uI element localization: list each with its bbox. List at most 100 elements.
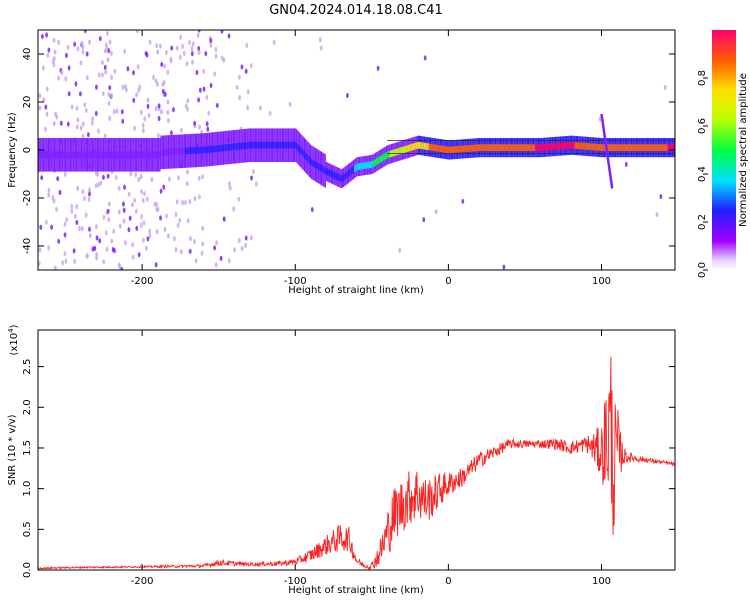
noise-speck [188,39,191,46]
noise-speck [133,197,137,203]
ridge-column [591,143,593,151]
noise-speck [102,174,105,180]
noise-speck [75,105,79,111]
noise-speck [110,238,114,244]
ridge-column [241,142,243,150]
spectrogram-xlabel: Height of straight line (km) [288,285,424,296]
noise-speck [110,74,114,80]
ridge-column [257,141,259,149]
noise-speck [114,174,118,181]
ridge-column [170,148,172,156]
noise-speck [38,93,42,99]
ridge-column [577,142,579,150]
ridge-column [220,144,222,152]
noise-speck [184,103,188,109]
ridge-column [425,142,427,150]
ridge-column [492,144,494,151]
noise-speck [110,50,113,56]
noise-speck [310,206,314,213]
noise-speck [45,32,48,38]
ridge-column [278,141,280,149]
noise-speck [172,107,175,113]
noise-speck [122,207,126,213]
noise-speck [104,230,108,236]
ridge-column [44,151,46,159]
ridge-column [111,151,113,159]
ridge-column [265,141,268,149]
noise-speck [434,208,438,215]
ridge-column [176,148,178,155]
noise-speck [201,241,205,247]
noise-speck [56,176,60,182]
ridge-column [131,151,133,159]
ridge-column [150,151,152,159]
figure-title: GN04.2024.014.18.08.C41 [269,3,443,18]
noise-speck [85,75,89,81]
ridge-column [622,144,624,151]
ridge-column [175,148,177,155]
ridge-column [303,151,306,158]
noise-speck [44,126,47,132]
ridge-column [372,160,374,168]
ridge-column [140,151,143,159]
noise-speck [346,92,349,99]
ridge-column [595,143,597,151]
noise-speck [38,105,42,111]
noise-speck [70,203,74,210]
ridge-column [61,151,63,159]
ridge-column [333,171,335,179]
ridge-column [312,159,314,167]
noise-speck [50,224,54,230]
ridge-column [509,144,511,151]
ridge-column [649,144,651,151]
noise-speck [142,220,146,226]
ridge-column [437,144,439,152]
ridge-column [90,151,92,159]
noise-speck [150,176,154,183]
noise-speck [52,37,56,43]
ridge-column [178,148,181,155]
ridge-column [557,142,559,150]
noise-speck [147,112,151,119]
ridge-column [444,146,446,153]
x-tick-label: -100 [284,576,307,587]
noise-speck [245,42,249,48]
ridge-column [67,151,69,159]
ridge-column [345,172,347,179]
ridge-column [411,143,413,151]
ridge-column [340,175,342,182]
noise-speck [168,176,171,182]
ridge-column [383,153,385,161]
noise-speck [189,236,192,242]
ridge-column [172,148,174,156]
ridge-column [126,151,128,159]
ridge-column [336,173,339,181]
noise-speck [272,39,276,46]
ridge-column [46,151,48,159]
noise-speck [146,103,150,109]
ridge-column [542,144,544,151]
noise-speck [197,97,201,103]
ridge-column [296,143,298,150]
noise-speck [164,49,168,56]
noise-speck [461,198,465,204]
noise-speck [73,213,77,220]
noise-speck [105,246,109,252]
ridge-column [403,146,405,154]
ridge-column [638,144,640,151]
noise-speck [156,206,160,213]
ridge-column [545,143,547,151]
noise-speck [123,48,127,55]
noise-speck [145,196,149,202]
ridge-column [661,144,663,151]
noise-speck [57,39,61,45]
ridge-column [316,162,318,169]
noise-speck [139,222,143,228]
ridge-column [634,144,636,151]
ridge-column [64,151,67,159]
ridge-column [188,147,190,155]
ridge-column [346,171,348,178]
ridge-column [603,144,606,151]
noise-speck [103,48,107,54]
noise-speck [83,196,86,202]
